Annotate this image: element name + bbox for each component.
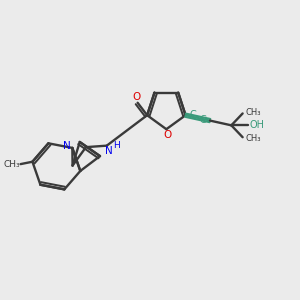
Text: N: N bbox=[63, 141, 71, 151]
Text: C: C bbox=[189, 110, 196, 120]
Text: O: O bbox=[164, 130, 172, 140]
Text: N: N bbox=[105, 146, 113, 156]
Text: H: H bbox=[113, 141, 120, 150]
Text: O: O bbox=[132, 92, 140, 102]
Text: CH₃: CH₃ bbox=[3, 160, 20, 169]
Text: C: C bbox=[200, 115, 206, 125]
Text: OH: OH bbox=[249, 120, 264, 130]
Text: CH₃: CH₃ bbox=[245, 108, 261, 117]
Text: CH₃: CH₃ bbox=[245, 134, 261, 143]
